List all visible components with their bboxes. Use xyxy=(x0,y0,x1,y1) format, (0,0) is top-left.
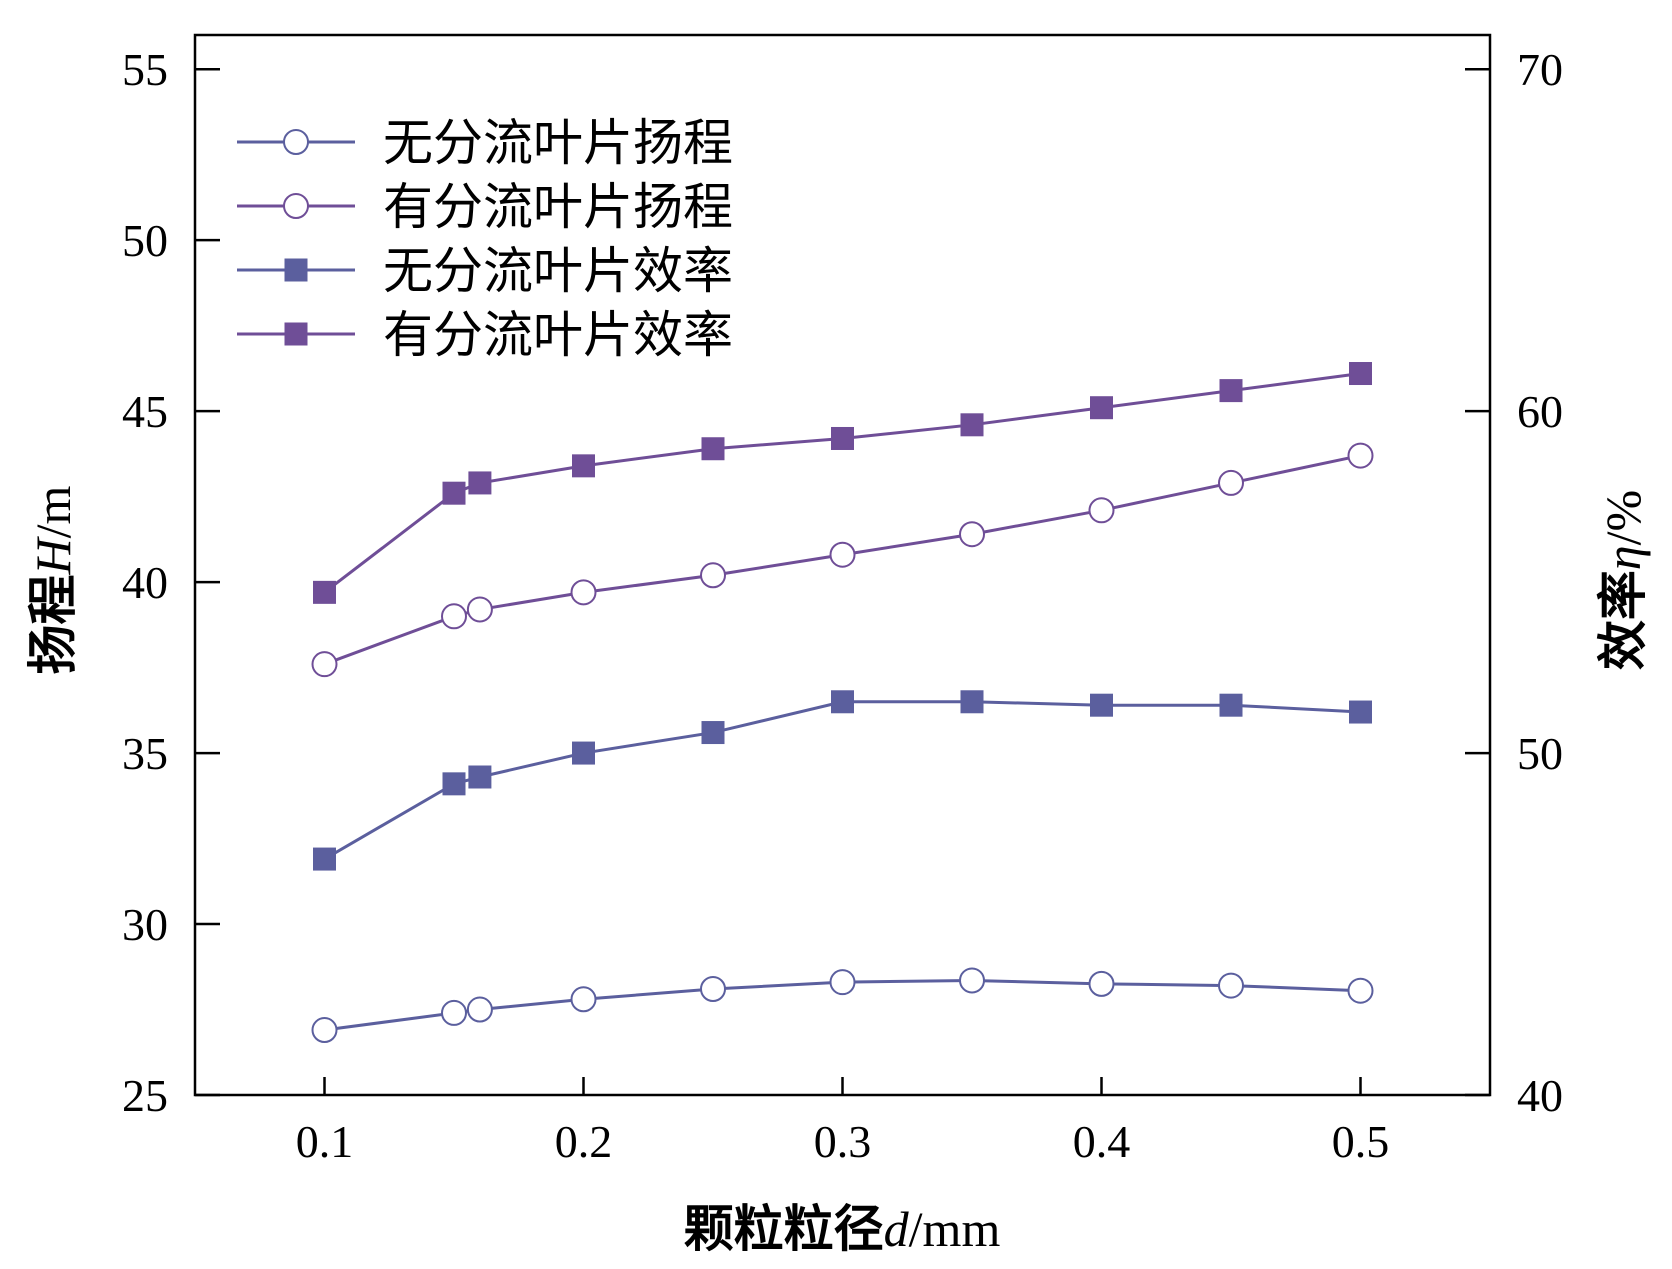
right-y-tick-label: 70 xyxy=(1517,44,1563,95)
left-y-axis-title-prefix: 扬程 xyxy=(24,574,82,674)
left-y-axis-title-var: H xyxy=(25,535,81,575)
data-point xyxy=(700,562,726,589)
legend-marker xyxy=(284,258,308,282)
data-point xyxy=(1219,693,1243,717)
right-y-axis-title-prefix: 效率 xyxy=(1594,570,1652,670)
data-point xyxy=(831,690,854,714)
data-point xyxy=(442,481,466,505)
data-point xyxy=(1088,970,1115,997)
left-y-axis-title-unit: /m xyxy=(25,485,81,538)
data-point xyxy=(1088,497,1115,524)
series-4 xyxy=(313,362,1372,604)
data-point xyxy=(570,579,597,606)
data-point xyxy=(701,721,725,745)
data-point xyxy=(466,996,493,1023)
x-tick-label: 0.1 xyxy=(296,1116,354,1167)
series-line xyxy=(323,454,1361,666)
legend-item: 有分流叶片扬程 xyxy=(237,178,733,236)
data-point xyxy=(1349,700,1372,724)
left-y-tick-label: 50 xyxy=(122,215,168,266)
x-tick-label: 0.4 xyxy=(1073,1116,1131,1167)
x-axis-title-prefix: 颗粒粒径 xyxy=(684,1200,884,1258)
left-y-tick-label: 35 xyxy=(122,728,168,779)
left-y-tick-label: 45 xyxy=(122,386,168,437)
data-point xyxy=(1090,396,1113,420)
left-y-axis-ticks: 25 30 35 40 45 50 55 xyxy=(122,44,220,1121)
data-point xyxy=(959,967,985,994)
legend-item: 有分流叶片效率 xyxy=(237,306,733,364)
data-point xyxy=(441,999,467,1026)
series-1 xyxy=(311,967,1374,1044)
x-tick-label: 0.3 xyxy=(814,1116,872,1167)
legend-label: 有分流叶片扬程 xyxy=(383,178,733,236)
data-point xyxy=(311,1017,338,1044)
left-y-tick-label: 25 xyxy=(122,1070,168,1121)
left-y-tick-label: 55 xyxy=(122,44,168,95)
data-point xyxy=(468,765,492,789)
legend-marker xyxy=(283,129,309,155)
data-point xyxy=(1349,362,1372,386)
legend-marker xyxy=(283,193,309,219)
data-point xyxy=(468,471,492,495)
series-2 xyxy=(311,442,1374,678)
data-point xyxy=(1347,442,1374,469)
legend-label: 无分流叶片扬程 xyxy=(383,114,733,172)
data-point xyxy=(1218,469,1244,496)
left-y-axis-title: 扬程H/m xyxy=(24,485,82,674)
data-point xyxy=(441,603,467,630)
right-y-tick-label: 60 xyxy=(1517,386,1563,437)
legend-item: 无分流叶片效率 xyxy=(237,242,733,300)
right-y-tick-label: 50 xyxy=(1517,728,1563,779)
data-point xyxy=(442,772,466,796)
legend-marker xyxy=(284,322,308,346)
legend-item: 无分流叶片扬程 xyxy=(237,114,733,172)
data-point xyxy=(313,580,336,604)
data-point xyxy=(311,651,338,678)
x-axis-title-unit: /mm xyxy=(909,1201,1001,1257)
data-point xyxy=(1347,977,1374,1004)
right-y-axis-ticks: 40 50 60 70 xyxy=(1465,44,1563,1121)
data-point xyxy=(572,741,595,765)
data-point xyxy=(1219,379,1243,403)
data-point xyxy=(829,969,856,996)
series-line xyxy=(323,372,1361,594)
left-y-tick-label: 40 xyxy=(122,557,168,608)
data-point xyxy=(1090,693,1113,717)
data-point xyxy=(700,976,726,1002)
legend-label: 有分流叶片效率 xyxy=(383,306,733,364)
x-axis-ticks: 0.1 0.2 0.3 0.4 0.5 xyxy=(296,1077,1390,1167)
data-point xyxy=(570,986,597,1013)
right-y-axis-title-unit: /% xyxy=(1595,490,1651,546)
series-line xyxy=(323,700,1361,861)
x-axis-title-var: d xyxy=(884,1201,910,1257)
data-point xyxy=(960,413,984,437)
data-point xyxy=(701,437,725,461)
left-y-tick-label: 30 xyxy=(122,899,168,950)
data-point xyxy=(1218,972,1244,999)
data-point xyxy=(313,847,336,871)
data-point xyxy=(959,521,985,548)
series-line xyxy=(324,978,1361,1032)
x-axis-title: 颗粒粒径d/mm xyxy=(684,1200,1001,1258)
legend-label: 无分流叶片效率 xyxy=(383,242,733,300)
right-y-axis-title: 效率η/% xyxy=(1594,490,1652,670)
right-y-axis-title-var: η xyxy=(1595,545,1651,570)
series-3 xyxy=(313,690,1372,871)
data-point xyxy=(466,596,493,623)
data-point xyxy=(831,426,854,450)
data-point xyxy=(829,541,856,568)
series-layer xyxy=(311,362,1374,1044)
data-point xyxy=(960,690,984,714)
x-tick-label: 0.5 xyxy=(1332,1116,1390,1167)
data-point xyxy=(572,454,595,478)
x-tick-label: 0.2 xyxy=(555,1116,613,1167)
right-y-tick-label: 40 xyxy=(1517,1070,1563,1121)
